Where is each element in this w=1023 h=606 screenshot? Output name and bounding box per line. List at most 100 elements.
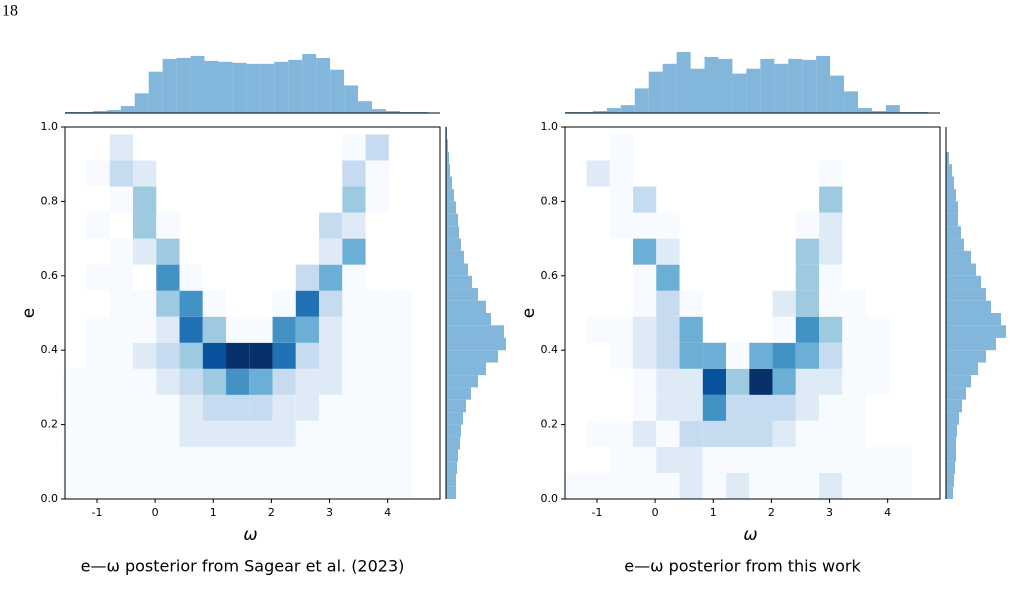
- right-hist-bar: [946, 449, 956, 462]
- hist2d-cell: [295, 472, 320, 499]
- hist2d-cell: [796, 187, 819, 213]
- top-hist-bar: [634, 88, 649, 113]
- hist2d-cell: [819, 160, 843, 187]
- hist2d-cell: [342, 212, 366, 239]
- hist2d-cell: [749, 368, 773, 395]
- hist2d-cell: [179, 420, 203, 447]
- hist2d-cell: [772, 446, 796, 473]
- right-hist-bar: [446, 151, 449, 165]
- top-hist-bar: [274, 61, 289, 113]
- hist2d-cell: [609, 212, 634, 239]
- right-hist-bar: [946, 474, 954, 487]
- hist2d-cell: [772, 290, 796, 317]
- right-hist-bar: [946, 263, 976, 276]
- y-tick-label: 0.2: [41, 418, 59, 431]
- hist2d-cell: [273, 160, 296, 186]
- hist2d-cell: [772, 342, 796, 369]
- hist2d-cell: [365, 368, 389, 395]
- hist2d-cell: [87, 239, 110, 265]
- hist2d-cell: [749, 160, 772, 186]
- right-hist-bar: [446, 399, 466, 413]
- hist2d-cell: [133, 186, 157, 213]
- hist2d-cell: [156, 394, 180, 421]
- top-hist-bar: [190, 55, 205, 113]
- hist2d-cell: [633, 316, 657, 343]
- hist2d-cell: [656, 187, 679, 213]
- hist2d-cell: [796, 160, 819, 186]
- hist2d-cell: [273, 265, 296, 291]
- hist2d-cell: [656, 160, 679, 186]
- x-tick-label: 0: [152, 506, 159, 519]
- hist2d-cell: [319, 160, 342, 186]
- hist2d-cell: [133, 290, 157, 317]
- hist2d-cell: [86, 368, 110, 395]
- hist2d-cell: [888, 472, 913, 499]
- right-hist-bar: [446, 325, 504, 338]
- hist2d-cell: [109, 290, 134, 317]
- hist2d-cell: [295, 368, 320, 395]
- hist2d-cell: [842, 239, 865, 265]
- hist2d-cell: [586, 420, 610, 447]
- hist2d-cell: [866, 160, 889, 186]
- hist2d-cell: [726, 420, 750, 447]
- top-hist-bar: [92, 111, 107, 113]
- hist2d-cell: [795, 368, 820, 395]
- hist2d-cell: [749, 394, 773, 421]
- hist2d-cell: [866, 395, 889, 421]
- right-hist-bar: [446, 263, 468, 276]
- top-hist-bar: [648, 71, 663, 113]
- hist2d-cell: [249, 239, 272, 265]
- hist2d-cell: [889, 134, 912, 160]
- hist2d-cell: [295, 316, 320, 343]
- right-hist-bar: [446, 213, 458, 227]
- hist2d-cell: [109, 238, 134, 265]
- hist2d-cell: [133, 342, 157, 369]
- top-hist-bar: [260, 63, 275, 113]
- hist2d-cell: [319, 187, 342, 213]
- top-hist-bar: [134, 93, 149, 113]
- hist2d-cell: [226, 187, 249, 213]
- hist2d-cell: [365, 160, 389, 187]
- right-hist-bar: [446, 375, 478, 388]
- right-hist-bar: [446, 189, 454, 202]
- hist2d-cell: [156, 160, 179, 186]
- hist2d-cell: [156, 212, 180, 239]
- hist2d-cell: [703, 187, 726, 213]
- right-hist-bar: [946, 350, 986, 363]
- hist2d-cell: [388, 394, 413, 421]
- hist2d-cell: [202, 420, 227, 447]
- hist2d-cell: [866, 134, 889, 160]
- right-hist-bar: [946, 436, 956, 450]
- axes-frame: [64, 126, 441, 500]
- hist2d-cell: [319, 446, 343, 473]
- hist2d-cell: [388, 316, 413, 343]
- page-number: 18: [2, 3, 18, 20]
- hist2d-cell: [703, 160, 726, 186]
- hist2d-cell: [773, 160, 796, 186]
- hist2d-cell: [295, 420, 320, 447]
- hist2d-cell: [179, 290, 203, 317]
- hist2d-cell: [63, 368, 87, 395]
- hist2d-cell: [726, 187, 749, 213]
- x-tick-label: 1: [210, 506, 217, 519]
- hist2d-cell: [656, 342, 680, 369]
- hist2d-cell: [866, 239, 889, 265]
- hist2d-cell: [86, 342, 110, 369]
- axes-frame: [564, 126, 941, 500]
- hist2d-cell: [819, 394, 843, 421]
- hist2d-cell: [156, 368, 180, 395]
- hist2d-cell: [772, 472, 796, 499]
- hist2d-cell: [749, 134, 772, 160]
- hist2d-cell: [86, 160, 110, 187]
- hist2d-cell: [63, 446, 87, 473]
- right-hist-bar: [946, 375, 971, 388]
- hist2d-cell: [563, 213, 586, 239]
- hist2d-cell: [272, 394, 296, 421]
- hist2d-cell: [295, 394, 320, 421]
- hist2d-cell: [202, 446, 227, 473]
- hist2d-cell: [156, 420, 180, 447]
- hist2d-cell: [773, 134, 796, 160]
- y-tick-label: 0.0: [41, 492, 59, 505]
- right-hist-bar: [446, 436, 460, 450]
- hist2d-cell: [202, 290, 227, 317]
